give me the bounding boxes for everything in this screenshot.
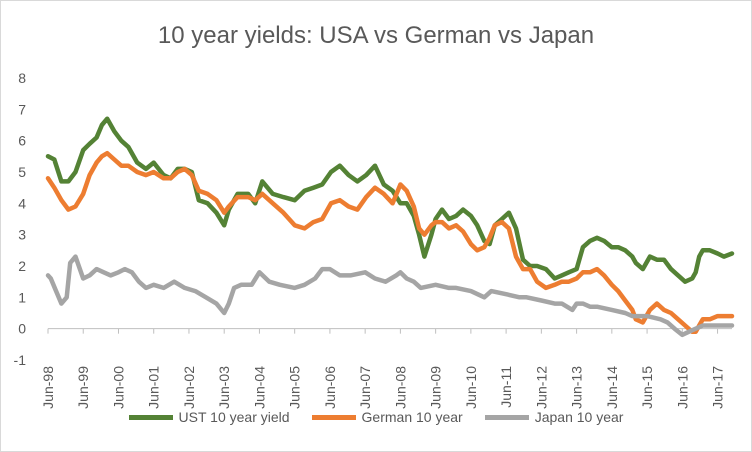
legend: UST 10 year yield German 10 year Japan 1… [0, 409, 752, 425]
series-layer [45, 116, 735, 338]
x-tick-label: Jun-00 [110, 366, 126, 409]
y-tick-label: 8 [18, 70, 26, 86]
x-tick-label: Jun-01 [146, 366, 162, 409]
x-tick-label: Jun-03 [216, 366, 232, 409]
x-tick-label: Jun-02 [181, 366, 197, 409]
y-tick-label: 3 [18, 227, 26, 243]
legend-swatch-japan [484, 414, 529, 420]
x-tick-label: Jun-13 [569, 366, 585, 409]
legend-label-german: German 10 year [361, 409, 463, 425]
series-line-ust [45, 116, 735, 284]
legend-swatch-german [311, 414, 356, 420]
x-tick-label: Jun-06 [322, 366, 338, 409]
x-tick-label: Jun-07 [357, 366, 373, 409]
y-tick-label: -1 [14, 352, 27, 368]
legend-label-ust: UST 10 year yield [178, 409, 290, 425]
x-tick-label: Jun-17 [710, 366, 726, 409]
x-tick-label: Jun-08 [392, 366, 408, 409]
x-tick-label: Jun-04 [251, 366, 267, 409]
x-tick-label: Jun-14 [604, 366, 620, 409]
legend-item-german: German 10 year [311, 409, 463, 425]
chart-title: 10 year yields: USA vs German vs Japan [157, 22, 595, 49]
x-tick-label: Jun-15 [639, 366, 655, 409]
y-tick-label: 4 [18, 195, 26, 211]
x-tick-label: Jun-99 [75, 366, 91, 409]
y-tick-label: 6 [18, 133, 26, 149]
x-tick-label: Jun-98 [40, 366, 56, 409]
legend-item-ust: UST 10 year yield [128, 409, 290, 425]
y-tick-label: 7 [18, 101, 26, 117]
series-line-japan [45, 254, 735, 338]
x-tick-label: Jun-11 [498, 366, 514, 408]
y-tick-label: 1 [18, 289, 26, 305]
x-tick-label: Jun-16 [674, 366, 690, 409]
x-tick-label: Jun-09 [428, 366, 444, 409]
y-tick-label: 2 [18, 258, 26, 274]
legend-swatch-ust [128, 414, 173, 420]
axis-layer: -1 0 1 2 3 4 5 6 7 8 Jun-98 Jun-99 Jun-00 Jun-01 Jun-0… [14, 70, 732, 409]
legend-label-japan: Japan 10 year [534, 409, 624, 425]
x-tick-label: Jun-12 [533, 366, 549, 409]
y-tick-label: 0 [18, 321, 26, 337]
y-tick-label: 5 [18, 164, 26, 180]
legend-item-japan: Japan 10 year [484, 409, 624, 425]
x-tick-label: Jun-10 [463, 366, 479, 409]
series-line-german [45, 150, 735, 335]
x-tick-label: Jun-05 [287, 366, 303, 409]
